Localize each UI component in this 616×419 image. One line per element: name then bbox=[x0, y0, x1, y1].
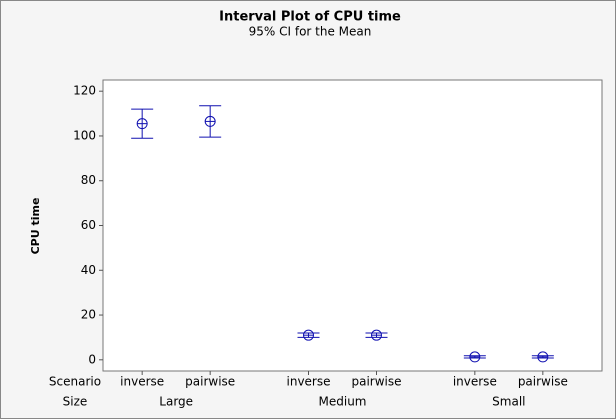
y-tick-label: 60 bbox=[81, 218, 96, 232]
x-tick-label: pairwise bbox=[185, 375, 235, 389]
x-row-label: Size bbox=[63, 395, 88, 409]
x-group-label: Small bbox=[492, 395, 525, 409]
x-group-label: Medium bbox=[319, 395, 367, 409]
x-tick-label: inverse bbox=[453, 375, 497, 389]
y-tick-label: 100 bbox=[73, 128, 96, 142]
plot-area bbox=[102, 79, 603, 372]
x-tick-label: inverse bbox=[120, 375, 164, 389]
y-tick-label: 40 bbox=[81, 263, 96, 277]
y-tick-label: 120 bbox=[73, 84, 96, 98]
y-tick-label: 0 bbox=[88, 352, 96, 366]
y-tick-label: 80 bbox=[81, 173, 96, 187]
x-group-label: Large bbox=[159, 395, 193, 409]
chart-title: Interval Plot of CPU time bbox=[219, 10, 401, 25]
y-tick-label: 20 bbox=[81, 308, 96, 322]
x-tick-label: pairwise bbox=[518, 375, 568, 389]
x-tick-label: pairwise bbox=[351, 375, 401, 389]
x-row-label: Scenario bbox=[49, 375, 101, 389]
chart-subtitle: 95% CI for the Mean bbox=[249, 25, 372, 39]
y-axis-title: CPU time bbox=[29, 198, 42, 255]
x-tick-label: inverse bbox=[287, 375, 331, 389]
